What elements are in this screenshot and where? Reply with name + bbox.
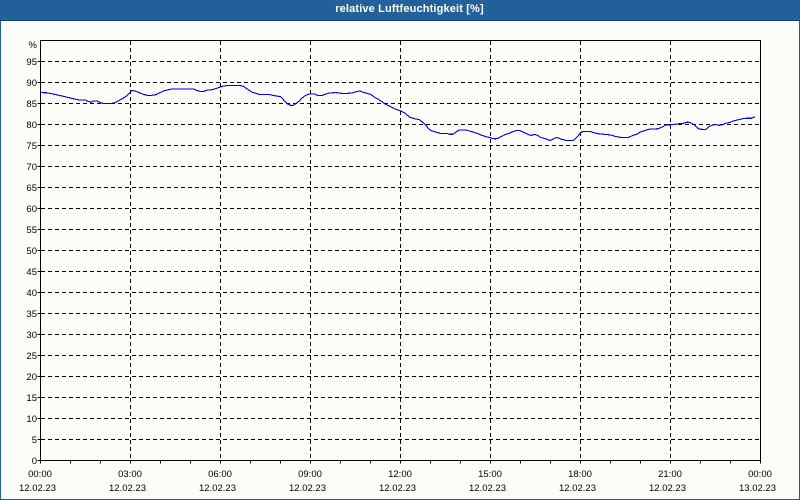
svg-text:00:00: 00:00 <box>28 469 52 480</box>
svg-text:12.02.23: 12.02.23 <box>19 483 56 494</box>
svg-text:12.02.23: 12.02.23 <box>109 483 146 494</box>
svg-text:5: 5 <box>32 435 37 446</box>
svg-text:03:00: 03:00 <box>118 469 142 480</box>
svg-text:09:00: 09:00 <box>298 469 322 480</box>
svg-text:13.02.23: 13.02.23 <box>739 483 776 494</box>
svg-text:25: 25 <box>26 351 37 362</box>
svg-text:20: 20 <box>26 372 37 383</box>
svg-text:06:00: 06:00 <box>208 469 232 480</box>
svg-text:21:00: 21:00 <box>658 469 682 480</box>
svg-text:12.02.23: 12.02.23 <box>649 483 686 494</box>
svg-text:90: 90 <box>26 78 37 89</box>
svg-text:%: % <box>29 40 38 51</box>
svg-text:10: 10 <box>26 414 37 425</box>
svg-text:80: 80 <box>26 120 37 131</box>
svg-text:85: 85 <box>26 99 37 110</box>
svg-text:15: 15 <box>26 393 37 404</box>
svg-text:60: 60 <box>26 204 37 215</box>
svg-text:12.02.23: 12.02.23 <box>289 483 326 494</box>
svg-text:50: 50 <box>26 246 37 257</box>
svg-text:12:00: 12:00 <box>388 469 412 480</box>
svg-text:35: 35 <box>26 309 37 320</box>
svg-text:70: 70 <box>26 162 37 173</box>
svg-text:40: 40 <box>26 288 37 299</box>
svg-text:12.02.23: 12.02.23 <box>469 483 506 494</box>
svg-text:55: 55 <box>26 225 37 236</box>
svg-text:65: 65 <box>26 183 37 194</box>
svg-text:18:00: 18:00 <box>568 469 592 480</box>
svg-text:75: 75 <box>26 141 37 152</box>
svg-text:45: 45 <box>26 267 37 278</box>
svg-text:95: 95 <box>26 57 37 68</box>
svg-text:00:00: 00:00 <box>748 469 772 480</box>
svg-text:12.02.23: 12.02.23 <box>199 483 236 494</box>
svg-text:30: 30 <box>26 330 37 341</box>
svg-text:0: 0 <box>32 456 37 467</box>
svg-text:15:00: 15:00 <box>478 469 502 480</box>
svg-text:12.02.23: 12.02.23 <box>379 483 416 494</box>
svg-text:12.02.23: 12.02.23 <box>559 483 596 494</box>
